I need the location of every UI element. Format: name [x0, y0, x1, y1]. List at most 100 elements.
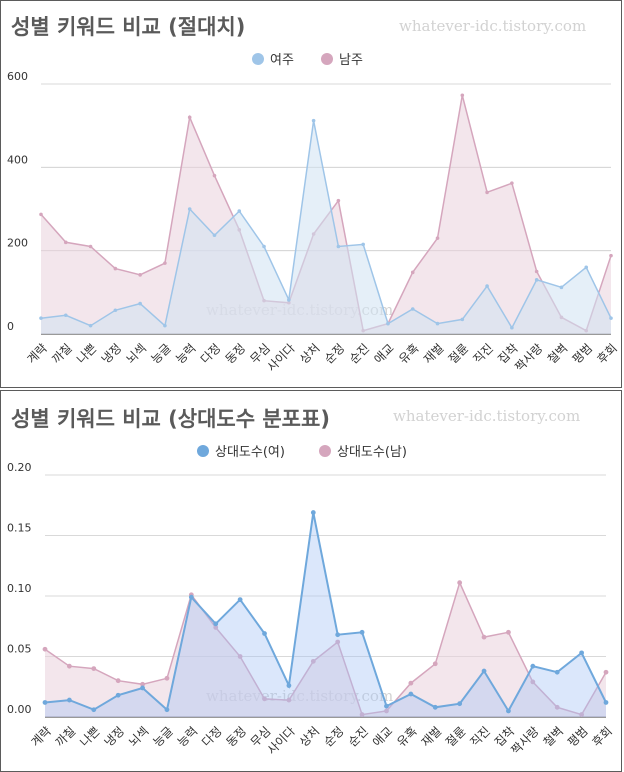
legend-label: 여주: [270, 53, 294, 68]
data-point-female: [187, 207, 192, 211]
y-tick-label: 0.10: [7, 582, 32, 595]
data-point-female: [359, 629, 365, 635]
data-point-female: [534, 278, 539, 282]
watermark: whatever-idc.tistory.com: [393, 407, 581, 425]
data-point-female: [138, 301, 142, 306]
legend-swatch: [252, 52, 264, 65]
x-tick-label: 능력: [175, 724, 201, 750]
data-point-male: [432, 661, 438, 667]
x-tick-label: 계략: [28, 724, 54, 750]
x-tick-label: 재벌: [419, 724, 445, 750]
data-point-male: [506, 629, 511, 635]
data-point-male: [213, 625, 219, 630]
data-point-female: [66, 697, 72, 703]
x-tick-label: 재벌: [421, 341, 447, 367]
x-tick-label: 동정: [223, 341, 249, 367]
x-tick-label: 순정: [321, 724, 347, 750]
data-point-female: [506, 708, 511, 714]
data-point-male: [39, 212, 43, 217]
series-line-female: [40, 120, 612, 330]
data-point-male: [88, 244, 93, 249]
data-point-male: [140, 681, 145, 687]
data-point-male: [212, 173, 217, 178]
data-point-female: [408, 691, 414, 697]
data-point-female: [435, 321, 440, 326]
series-line-female: [44, 512, 607, 713]
data-point-male: [91, 666, 97, 671]
x-tick-label: 직진: [467, 724, 493, 750]
x-tick-label: 동정: [224, 724, 250, 750]
x-tick-label: 철벽: [545, 341, 571, 367]
data-point-male: [163, 261, 167, 265]
x-tick-label: 평범: [570, 341, 596, 367]
data-point-male: [310, 658, 316, 664]
watermark: whatever-idc.tistory.com: [399, 17, 587, 35]
x-tick-label: 사이다: [265, 724, 298, 757]
data-point-female: [481, 668, 487, 674]
data-point-female: [310, 510, 316, 515]
x-tick-label: 짝사랑: [508, 724, 541, 757]
data-point-female: [237, 597, 243, 603]
data-point-male: [485, 190, 489, 195]
data-point-female: [212, 233, 217, 238]
legend-swatch: [319, 444, 331, 457]
x-tick-label: 유혹: [396, 341, 422, 367]
y-tick-label: 0.05: [7, 643, 32, 656]
legend-item-female: 상대도수(여): [197, 441, 285, 460]
chart-title: 성별 키워드 비교 (상대도수 분포표): [11, 407, 330, 431]
data-point-female: [39, 316, 43, 320]
chart-panel-relative: 성별 키워드 비교 (상대도수 분포표) whatever-idc.tistor…: [0, 390, 622, 772]
data-point-female: [603, 700, 609, 705]
data-point-female: [88, 323, 93, 328]
x-tick-label: 애교: [370, 724, 396, 750]
data-point-male: [336, 198, 341, 203]
x-tick-label: 절륜: [443, 724, 469, 750]
data-point-male: [410, 270, 415, 275]
y-tick-label: 0.15: [7, 522, 32, 535]
data-point-female: [457, 701, 463, 707]
legend-swatch: [321, 52, 333, 65]
x-tick-label: 짝사랑: [512, 341, 545, 374]
data-point-female: [410, 307, 415, 311]
data-point-female: [113, 308, 118, 313]
data-point-female: [188, 594, 194, 600]
series-area-female: [41, 120, 611, 334]
data-point-male: [359, 712, 365, 717]
data-point-female: [460, 317, 465, 322]
x-tick-label: 냉정: [99, 341, 125, 367]
data-point-male: [335, 639, 341, 645]
data-point-male: [457, 580, 463, 586]
legend-item-female: 여주: [252, 49, 294, 68]
data-point-male: [286, 697, 292, 703]
x-tick-label: 냉정: [102, 724, 128, 750]
data-point-male: [435, 236, 440, 240]
x-tick-label: 유혹: [394, 724, 420, 750]
data-point-male: [460, 93, 465, 98]
data-point-female: [432, 704, 438, 710]
legend-swatch: [197, 444, 209, 457]
data-point-female: [485, 284, 489, 288]
x-tick-label: 까칠: [53, 724, 79, 750]
x-tick-label: 뇌섹: [124, 341, 150, 367]
data-point-male: [113, 266, 118, 271]
chart-plot-relative: 0.000.050.100.150.20계략까칠나쁜냉정뇌섹능글능력다정동정무심…: [7, 461, 615, 757]
data-point-female: [609, 316, 613, 320]
data-point-female: [91, 707, 97, 713]
legend-label: 남주: [339, 53, 363, 68]
x-tick-label: 후회: [589, 724, 615, 750]
x-tick-label: 사이다: [264, 341, 297, 374]
series-area-female: [45, 512, 606, 717]
y-tick-label: 400: [7, 153, 28, 166]
x-tick-label: 평범: [565, 724, 591, 750]
legend-item-male: 남주: [321, 49, 363, 68]
x-tick-label: 계략: [24, 341, 50, 367]
data-point-female: [384, 703, 389, 709]
legend-label: 상대도수(여): [215, 445, 285, 460]
data-point-male: [115, 678, 121, 684]
x-tick-label: 뇌섹: [126, 724, 152, 750]
legend-label: 상대도수(남): [337, 445, 407, 460]
x-tick-label: 능글: [150, 724, 176, 750]
data-point-male: [384, 708, 389, 714]
data-point-female: [63, 313, 68, 318]
